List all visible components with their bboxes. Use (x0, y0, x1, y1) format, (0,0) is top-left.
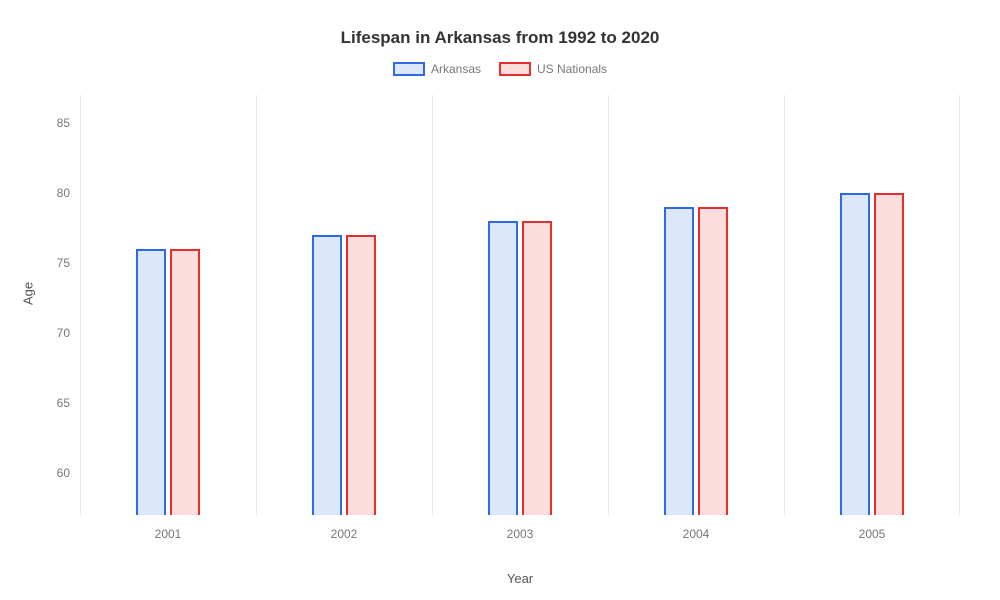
y-axis-label: Age (21, 282, 36, 305)
bar (170, 249, 200, 515)
x-tick-label: 2004 (683, 515, 710, 541)
x-axis-label: Year (507, 571, 533, 586)
x-tick-label: 2001 (155, 515, 182, 541)
bar (840, 193, 870, 515)
bar (312, 235, 342, 515)
legend-item: Arkansas (393, 62, 481, 76)
bar (698, 207, 728, 515)
chart-container: Lifespan in Arkansas from 1992 to 2020 A… (0, 0, 1000, 600)
plot-area: 60657075808520012002200320042005 (80, 95, 960, 515)
legend-item: US Nationals (499, 62, 607, 76)
grid-line (784, 95, 785, 515)
chart-title: Lifespan in Arkansas from 1992 to 2020 (0, 28, 1000, 48)
legend-label: US Nationals (537, 62, 607, 76)
grid-line (80, 95, 81, 515)
bar (136, 249, 166, 515)
y-tick-label: 60 (57, 466, 80, 480)
x-tick-label: 2002 (331, 515, 358, 541)
y-tick-label: 75 (57, 256, 80, 270)
y-tick-label: 80 (57, 186, 80, 200)
bar (346, 235, 376, 515)
y-tick-label: 70 (57, 326, 80, 340)
bar (488, 221, 518, 515)
grid-line (959, 95, 960, 515)
bar (874, 193, 904, 515)
legend-swatch (393, 62, 425, 76)
legend: Arkansas US Nationals (0, 62, 1000, 76)
grid-line (608, 95, 609, 515)
grid-line (256, 95, 257, 515)
y-tick-label: 85 (57, 116, 80, 130)
bar (522, 221, 552, 515)
bar (664, 207, 694, 515)
x-tick-label: 2003 (507, 515, 534, 541)
y-tick-label: 65 (57, 396, 80, 410)
legend-label: Arkansas (431, 62, 481, 76)
grid-line (432, 95, 433, 515)
legend-swatch (499, 62, 531, 76)
x-tick-label: 2005 (859, 515, 886, 541)
